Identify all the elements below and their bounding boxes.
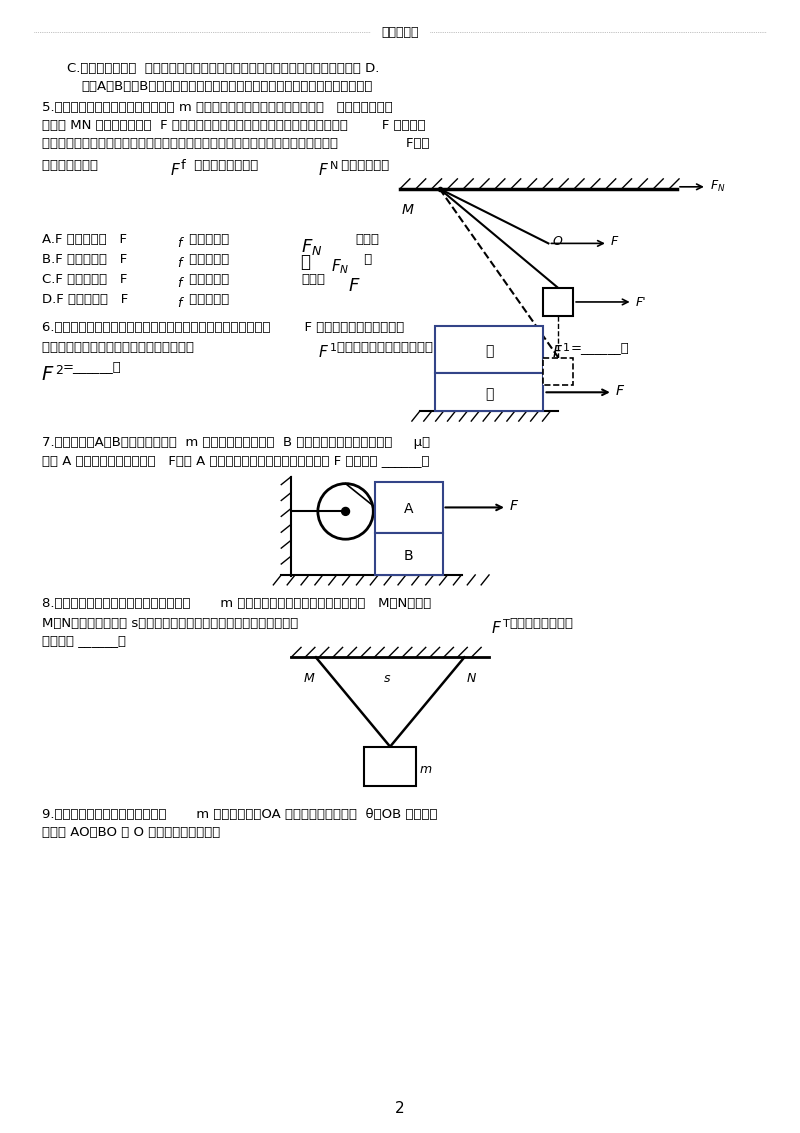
Bar xyxy=(364,747,416,786)
Text: =______。: =______。 xyxy=(62,360,122,374)
Text: 现对 A 施加一水平向右的拉力   F，使 A 向右匀速运动，滑轮摩擦不计，则 F 的大小为 ______。: 现对 A 施加一水平向右的拉力 F，使 A 向右匀速运动，滑轮摩擦不计，则 F … xyxy=(42,454,430,467)
Text: $F_N$: $F_N$ xyxy=(301,238,322,257)
Text: 使其缓慢下降到图中的虚线位置，圆环仍静止在原位置，则在这一过程中，水平拉力                F、环: 使其缓慢下降到图中的虚线位置，圆环仍静止在原位置，则在这一过程中，水平拉力 F、… xyxy=(42,137,430,151)
Text: f: f xyxy=(178,238,182,250)
Bar xyxy=(434,374,543,411)
Text: 7.如图所示，A、B是两块质量均为  m 的木块，它们之间及  B 与地面间的动摩擦因数均为     μ，: 7.如图所示，A、B是两块质量均为 m 的木块，它们之间及 B 与地面间的动摩擦… xyxy=(42,436,430,449)
Text: f: f xyxy=(178,257,182,271)
Text: 2: 2 xyxy=(56,365,63,377)
Text: 的变化情况是: 的变化情况是 xyxy=(337,159,389,172)
Text: 6.质量相同的甲、乙两物体叠放在水平桌面上，如图所示，用力        F 拉乙，使物体甲和乙一起: 6.质量相同的甲、乙两物体叠放在水平桌面上，如图所示，用力 F 拉乙，使物体甲和… xyxy=(42,321,404,334)
Text: 平横杆 MN 上，现用水平力  F 拉绳上一点，使物体处在图中实线位置，然后改变        F 的大小，: 平横杆 MN 上，现用水平力 F 拉绳上一点，使物体处在图中实线位置，然后改变 … xyxy=(42,119,426,133)
Text: 乙: 乙 xyxy=(485,387,494,401)
Text: F: F xyxy=(616,384,624,399)
Text: F: F xyxy=(349,278,359,295)
Text: =______，: =______， xyxy=(570,341,629,353)
Text: f: f xyxy=(178,297,182,310)
Text: B: B xyxy=(404,550,414,563)
Text: 匀速运动，此时，设甲和乙之间的摩擦力为: 匀速运动，此时，设甲和乙之间的摩擦力为 xyxy=(42,341,206,353)
Text: m: m xyxy=(420,763,432,776)
Text: A: A xyxy=(404,502,414,517)
Text: ，则每根绳的长度: ，则每根绳的长度 xyxy=(510,616,574,630)
Text: T: T xyxy=(503,619,510,629)
Text: F: F xyxy=(505,344,514,359)
Text: F: F xyxy=(319,344,328,359)
Text: 2: 2 xyxy=(516,342,523,352)
Text: 持不变: 持不变 xyxy=(301,273,325,287)
Text: F: F xyxy=(552,344,561,359)
Bar xyxy=(434,326,543,374)
Text: 因为A、B间、B与斜面间接触面的动摩擦因数的关系不知道，所以比值不能确定: 因为A、B间、B与斜面间接触面的动摩擦因数的关系不知道，所以比值不能确定 xyxy=(82,79,373,93)
Text: 保持不变，: 保持不变， xyxy=(186,233,230,247)
Text: 甲: 甲 xyxy=(485,344,494,358)
Text: ，则: ，则 xyxy=(522,341,543,353)
Text: B.F 逐渐增大，   F: B.F 逐渐增大， F xyxy=(42,254,127,266)
Bar xyxy=(543,358,573,385)
Polygon shape xyxy=(376,755,404,778)
Text: ，乙与桌面之间的摩擦力为: ，乙与桌面之间的摩擦力为 xyxy=(337,341,446,353)
Text: 逐渐增大，: 逐渐增大， xyxy=(186,273,230,287)
Text: 9.如图所示，用三根细绳将质量为       m 的物体挂起，OA 与竖直方向的夹角为  θ，OB 沿水平方: 9.如图所示，用三根细绳将质量为 m 的物体挂起，OA 与竖直方向的夹角为 θ，… xyxy=(42,808,438,821)
Text: F': F' xyxy=(635,296,646,309)
Text: f  和环对横杆的压力: f 和环对横杆的压力 xyxy=(182,159,271,172)
Text: 名校名推荐: 名校名推荐 xyxy=(382,26,418,39)
Text: F: F xyxy=(42,366,53,384)
Text: C.F 逐渐减小，   F: C.F 逐渐减小， F xyxy=(42,273,127,287)
Text: C.如果斜面的倾角  改变，使正压力改变，则两物体所受摩擦力的比值也随之改变 D.: C.如果斜面的倾角 改变，使正压力改变，则两物体所受摩擦力的比值也随之改变 D. xyxy=(66,61,379,75)
Text: $F_N$: $F_N$ xyxy=(330,257,349,276)
Bar xyxy=(375,534,442,574)
Text: 8.两条长度相等的轻绳下端悬挂一质量为       m 的物体，上端分别固定在天花板上的   M、N两点，: 8.两条长度相等的轻绳下端悬挂一质量为 m 的物体，上端分别固定在天花板上的 M… xyxy=(42,597,431,610)
Text: $F_N$: $F_N$ xyxy=(710,179,726,194)
Text: 1: 1 xyxy=(563,342,570,352)
Text: f: f xyxy=(178,278,182,290)
Text: N: N xyxy=(466,672,476,685)
Text: F: F xyxy=(170,163,179,178)
Text: F: F xyxy=(319,163,328,178)
Bar xyxy=(375,482,442,534)
Text: 向，绳 AO、BO 对 O 点的拉力分别多大？: 向，绳 AO、BO 对 O 点的拉力分别多大？ xyxy=(42,826,220,840)
Text: 逐渐增: 逐渐增 xyxy=(355,233,379,247)
Text: M: M xyxy=(304,672,314,685)
Text: A.F 逐渐增大，   F: A.F 逐渐增大， F xyxy=(42,233,126,247)
Text: 与横杆的摩擦力: 与横杆的摩擦力 xyxy=(42,159,114,172)
Text: F: F xyxy=(492,621,501,636)
Text: F: F xyxy=(510,500,518,513)
Text: M、N两点间的距离为 s，如图所示，已知两根绳所受的最大拉力均为: M、N两点间的距离为 s，如图所示，已知两根绳所受的最大拉力均为 xyxy=(42,616,332,630)
Text: O: O xyxy=(552,236,562,248)
Text: M: M xyxy=(402,203,414,216)
Text: 不得短于 ______。: 不得短于 ______。 xyxy=(42,634,126,647)
Text: 逐渐增大，: 逐渐增大， xyxy=(186,254,230,266)
Text: 逐渐减小。: 逐渐减小。 xyxy=(186,293,230,306)
Text: 1: 1 xyxy=(330,342,337,352)
Text: 2: 2 xyxy=(395,1101,405,1116)
Text: 大: 大 xyxy=(301,254,322,271)
Text: N: N xyxy=(330,161,338,171)
Circle shape xyxy=(342,508,350,516)
Text: 5.如图所示，轻绳的一端系在质量为 m 的物体上，另一端系在一个圆环上，   圆环套在粗糙水: 5.如图所示，轻绳的一端系在质量为 m 的物体上，另一端系在一个圆环上， 圆环套… xyxy=(42,102,393,114)
Text: D.F 逐渐减小，   F: D.F 逐渐减小， F xyxy=(42,293,128,306)
Text: s: s xyxy=(384,672,390,685)
Bar xyxy=(543,288,573,316)
Text: 保: 保 xyxy=(361,254,373,266)
Text: F: F xyxy=(610,236,618,248)
